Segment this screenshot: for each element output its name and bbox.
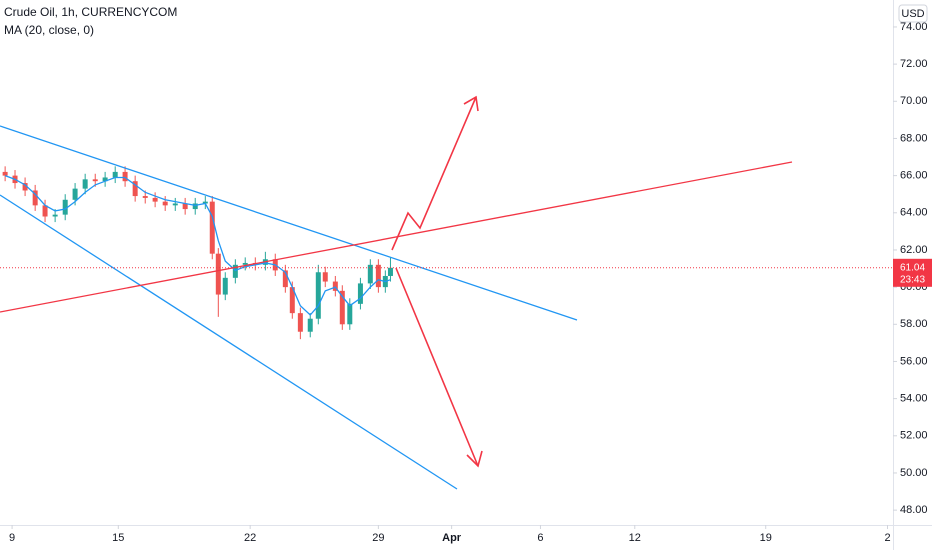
candle-body: [357, 283, 363, 304]
y-tick-label: 56.00: [900, 355, 928, 367]
y-tick-label: 52.00: [900, 430, 928, 442]
candle-body: [315, 272, 321, 319]
candle-body: [82, 179, 88, 189]
candle-body: [339, 290, 345, 325]
candle-body: [72, 188, 78, 200]
plot: [2, 166, 393, 340]
candle-body: [215, 253, 221, 295]
y-tick-label: 68.00: [900, 132, 928, 144]
candle-body: [182, 203, 188, 210]
y-tick-label: 48.00: [900, 504, 928, 516]
candle-body: [92, 179, 98, 182]
candle-body: [52, 214, 58, 217]
y-tick-label: 58.00: [900, 318, 928, 330]
candle-body: [162, 201, 168, 206]
y-tick-label: 64.00: [900, 207, 928, 219]
candle-body: [367, 264, 373, 284]
currency-box[interactable]: [898, 4, 928, 23]
x-tick-label: 2: [884, 532, 890, 544]
candle-body: [332, 281, 338, 291]
last-price-label: 61.04: [900, 262, 925, 273]
x-tick-label: Apr: [442, 532, 462, 544]
countdown-label: 23:43: [900, 274, 925, 285]
x-tick-label: 12: [629, 532, 641, 544]
down-arrow-head: [466, 450, 483, 468]
trend-line-upper: [0, 125, 578, 321]
drawings: [0, 95, 793, 490]
candle-body: [202, 201, 208, 204]
candle-body: [132, 181, 138, 197]
y-tick-label: 50.00: [900, 467, 928, 479]
x-tick-label: 6: [537, 532, 543, 544]
indicator-label: MA (20, close, 0): [4, 23, 94, 37]
candle-body: [242, 262, 248, 265]
candle-body: [122, 171, 128, 182]
currency-label: USD: [901, 8, 924, 20]
up-arrow-head: [463, 95, 479, 112]
y-tick-label: 74.00: [900, 21, 928, 33]
candle-body: [172, 203, 178, 206]
candle-body: [192, 203, 198, 210]
candle-body: [62, 199, 68, 215]
y-tick-label: 54.00: [900, 393, 928, 405]
candle-body: [42, 205, 48, 217]
x-tick-label: 19: [760, 532, 772, 544]
candle-body: [347, 303, 353, 325]
ma-line: [4, 175, 391, 316]
y-tick-label: 66.00: [900, 170, 928, 182]
last-price-box: [893, 258, 932, 287]
candle-body: [297, 313, 303, 332]
candle-body: [387, 267, 393, 276]
y-tick-label: 62.00: [900, 244, 928, 256]
candle-body: [282, 270, 288, 288]
candle-body: [375, 264, 381, 288]
candle-body: [112, 171, 118, 178]
trend-line-red: [0, 161, 793, 313]
y-tick-label: 70.00: [900, 95, 928, 107]
candle-body: [307, 318, 313, 332]
x-tick-label: 29: [372, 532, 384, 544]
candle-body: [289, 287, 295, 314]
candle-body: [232, 264, 238, 278]
y-tick-label: 72.00: [900, 58, 928, 70]
x-tick-label: 9: [9, 532, 15, 544]
candle-body: [142, 196, 148, 198]
chart-title: Crude Oil, 1h, CURRENCYCOM: [4, 5, 177, 19]
up-arrow: [391, 96, 477, 251]
candle-body: [102, 177, 108, 182]
candle-body: [222, 277, 228, 295]
candle-body: [209, 201, 215, 254]
candle-body: [22, 183, 28, 191]
x-tick-label: 22: [244, 532, 256, 544]
candle-body: [322, 272, 328, 282]
down-arrow: [395, 267, 479, 467]
candle-body: [32, 190, 38, 206]
x-tick-label: 15: [112, 532, 124, 544]
trend-line-lower: [0, 194, 458, 490]
candle-body: [152, 197, 158, 202]
candle-body: [2, 171, 8, 176]
